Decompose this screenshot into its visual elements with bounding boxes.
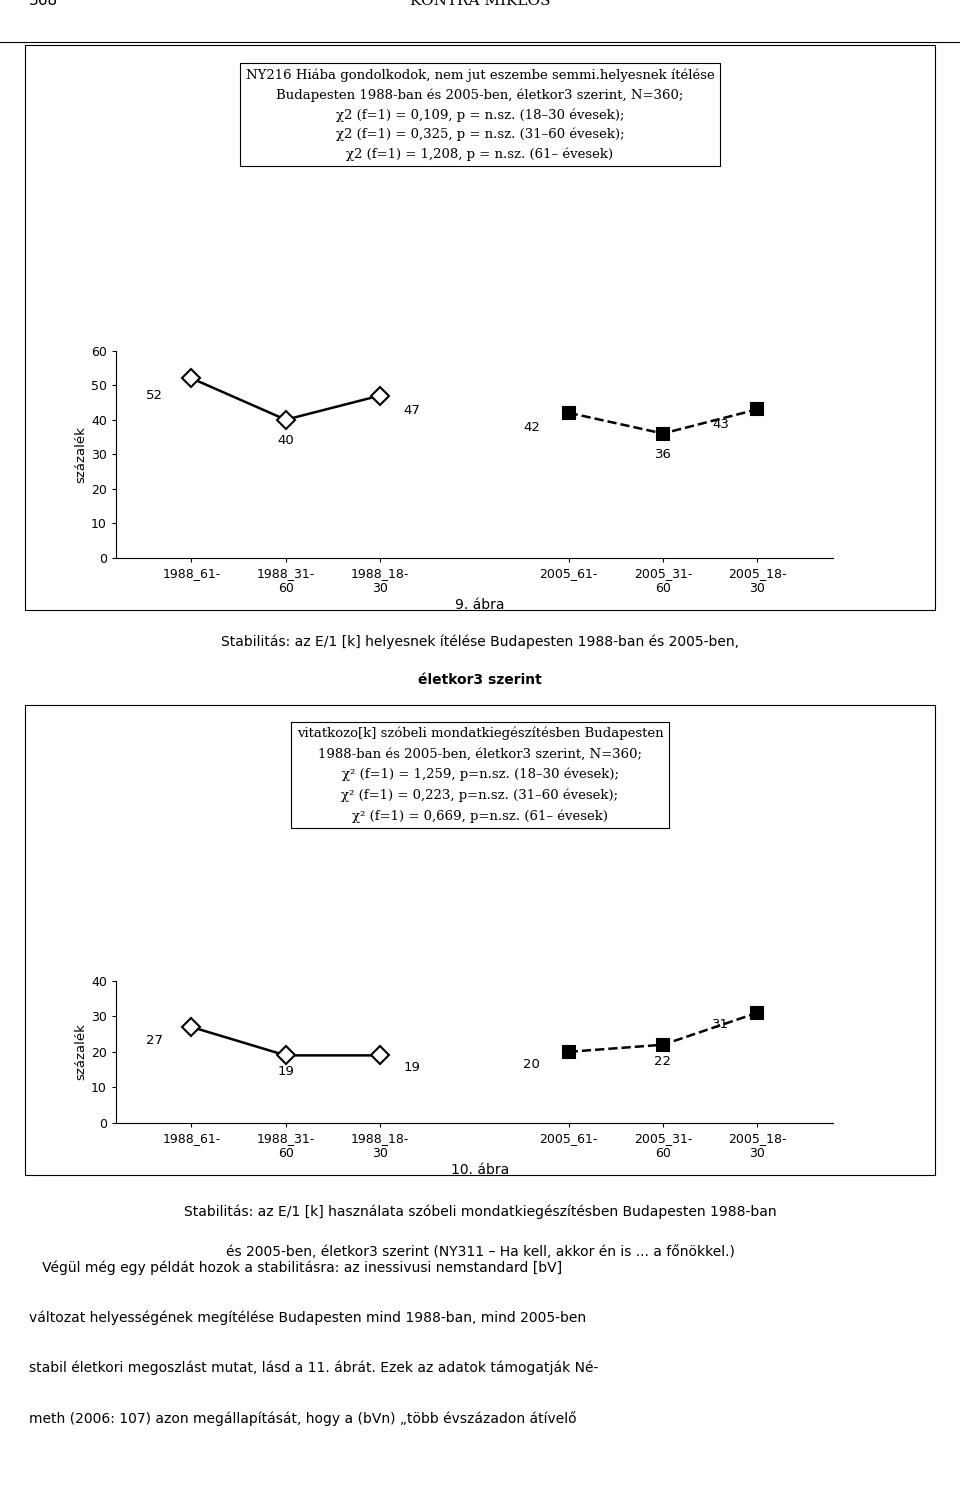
Y-axis label: százalék: százalék bbox=[74, 1023, 87, 1081]
Text: 10. ábra: 10. ábra bbox=[451, 1163, 509, 1178]
Text: 368: 368 bbox=[29, 0, 58, 9]
Text: 9. ábra: 9. ábra bbox=[455, 598, 505, 613]
Text: stabil életkori megoszlást mutat, lásd a 11. ábrát. Ezek az adatok támogatják Né: stabil életkori megoszlást mutat, lásd a… bbox=[29, 1361, 598, 1375]
Text: 31: 31 bbox=[712, 1018, 729, 1032]
Text: életkor3 szerint: életkor3 szerint bbox=[419, 674, 541, 687]
Text: 42: 42 bbox=[523, 420, 540, 434]
Text: 43: 43 bbox=[712, 417, 729, 431]
Text: 20: 20 bbox=[523, 1057, 540, 1071]
Y-axis label: százalék: százalék bbox=[74, 426, 86, 483]
Text: Végül még egy példát hozok a stabilitásra: az inessivusi nemstandard [bV]: Végül még egy példát hozok a stabilitásr… bbox=[29, 1260, 562, 1275]
Text: 19: 19 bbox=[403, 1062, 420, 1074]
Text: 27: 27 bbox=[146, 1035, 163, 1047]
Text: vitatkozo[k] szóbeli mondatkiegészítésben Budapesten
1988-ban és 2005-ben, életk: vitatkozo[k] szóbeli mondatkiegészítésbe… bbox=[297, 728, 663, 823]
Text: meth (2006: 107) azon megállapítását, hogy a (bVn) „több évszázadon átívelő: meth (2006: 107) azon megállapítását, ho… bbox=[29, 1412, 576, 1425]
Text: 52: 52 bbox=[146, 389, 163, 401]
Text: vitatkozo[k] szóbeli mondatkiegészítésben Budapesten
1988-ban és 2005-ben, életk: vitatkozo[k] szóbeli mondatkiegészítésbe… bbox=[297, 728, 663, 823]
Text: 40: 40 bbox=[277, 434, 294, 447]
Text: változat helyességének megítélése Budapesten mind 1988-ban, mind 2005-ben: változat helyességének megítélése Budape… bbox=[29, 1311, 586, 1325]
Text: Stabilitás: az E/1 [k] használata szóbeli mondatkiegészítésben Budapesten 1988-b: Stabilitás: az E/1 [k] használata szóbel… bbox=[183, 1205, 777, 1220]
Text: KONTRA MIKLÓS: KONTRA MIKLÓS bbox=[410, 0, 550, 7]
Text: és 2005-ben, életkor3 szerint (NY311 – Ha kell, akkor én is ... a főnökkel.): és 2005-ben, életkor3 szerint (NY311 – H… bbox=[226, 1245, 734, 1258]
Text: 22: 22 bbox=[655, 1054, 671, 1068]
Text: NY216 Hiába gondolkodok, nem jut eszembe semmi.helyesnek ítélése
Budapesten 1988: NY216 Hiába gondolkodok, nem jut eszembe… bbox=[246, 69, 714, 161]
Text: 19: 19 bbox=[277, 1065, 294, 1078]
Text: 47: 47 bbox=[403, 404, 420, 417]
Text: 36: 36 bbox=[655, 447, 671, 461]
Text: Stabilitás: az E/1 [k] helyesnek ítélése Budapesten 1988-ban és 2005-ben,: Stabilitás: az E/1 [k] helyesnek ítélése… bbox=[221, 634, 739, 649]
